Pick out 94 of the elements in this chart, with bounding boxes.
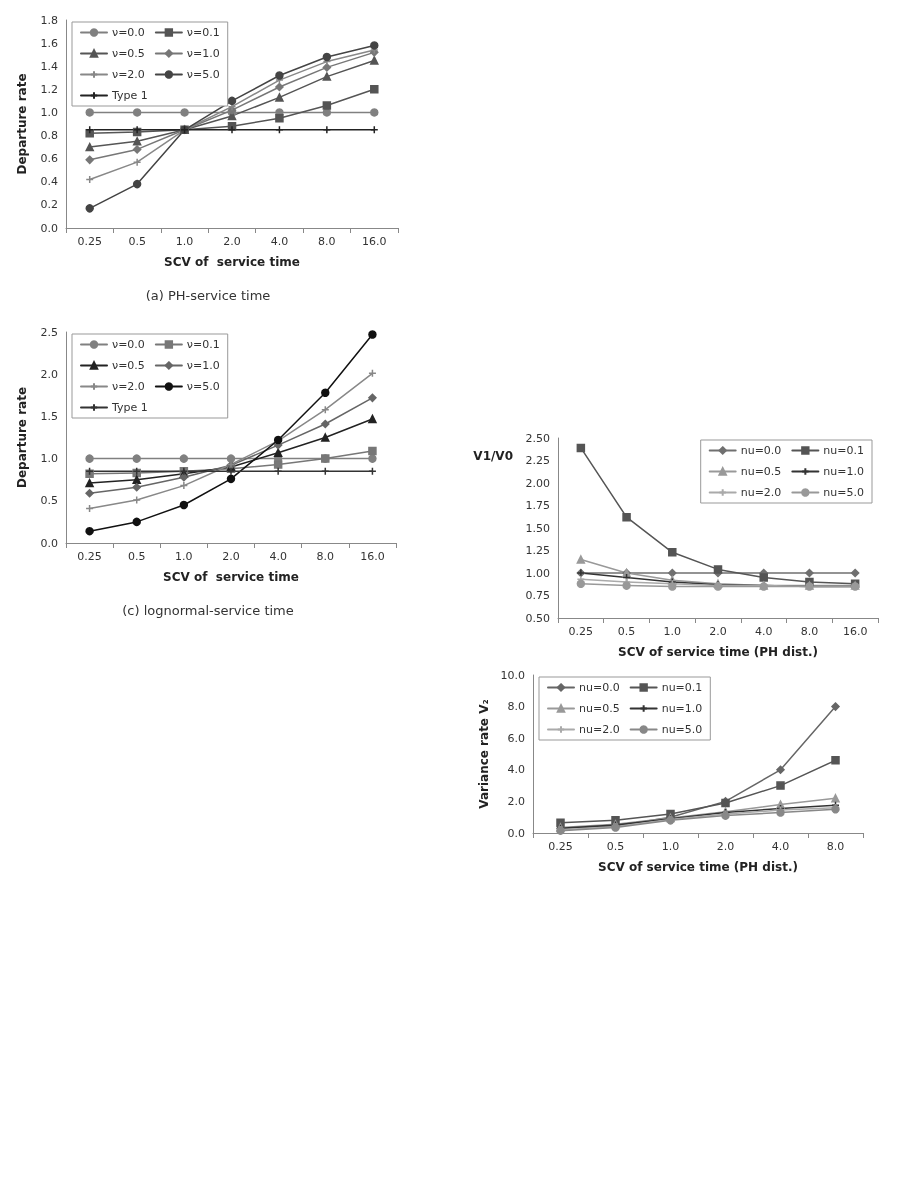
y-tick-label: 1.25 bbox=[525, 544, 550, 557]
legend-label: nu=2.0 bbox=[579, 723, 620, 736]
legend-label: ν=0.1 bbox=[186, 338, 220, 351]
x-tick-label: 0.25 bbox=[77, 235, 102, 248]
y-tick-label: 0.5 bbox=[40, 494, 58, 508]
x-axis-title: SCV of service time bbox=[164, 255, 300, 269]
y-tick-label: 10.0 bbox=[500, 668, 525, 682]
x-tick-label: 2.0 bbox=[709, 625, 727, 638]
x-tick-label: 0.5 bbox=[128, 235, 146, 248]
x-tick-label: 8.0 bbox=[800, 625, 819, 638]
x-tick-label: 2.0 bbox=[222, 550, 240, 563]
x-tick-label: 4.0 bbox=[269, 550, 287, 563]
legend-label: ν=0.0 bbox=[112, 26, 145, 39]
legend-label: ν=0.5 bbox=[112, 47, 145, 60]
y-tick-label: 1.5 bbox=[40, 409, 58, 423]
x-tick-label: 8.0 bbox=[318, 235, 336, 248]
legend-label: nu=2.0 bbox=[740, 486, 782, 499]
x-tick-label: 0.25 bbox=[77, 550, 102, 563]
x-tick-label: 2.0 bbox=[716, 840, 735, 853]
legend-label: ν=5.0 bbox=[186, 68, 220, 81]
x-tick-label: 4.0 bbox=[771, 840, 790, 853]
y-tick-label: 1.2 bbox=[40, 82, 58, 96]
y-tick-label: 6.0 bbox=[507, 731, 525, 745]
legend-label: nu=0.1 bbox=[823, 444, 864, 457]
x-tick-label: 8.0 bbox=[316, 550, 335, 563]
y-tick-label: 1.0 bbox=[40, 452, 58, 466]
y-tick-label: 2.0 bbox=[507, 794, 525, 808]
y-tick-label: 1.0 bbox=[40, 105, 58, 119]
legend-label: nu=0.1 bbox=[661, 681, 703, 694]
y-axis-title: V1/V0 bbox=[473, 449, 513, 463]
x-tick-label: 1.0 bbox=[175, 235, 194, 248]
legend-label: ν=5.0 bbox=[186, 380, 220, 393]
x-tick-label: 1.0 bbox=[663, 625, 682, 638]
y-axis-title: Variance rate V₂ bbox=[476, 699, 491, 809]
y-tick-label: 1.50 bbox=[525, 521, 550, 535]
legend-label: Type 1 bbox=[111, 401, 148, 414]
y-tick-label: 2.0 bbox=[40, 367, 58, 381]
legend-label: ν=2.0 bbox=[112, 68, 145, 81]
x-tick-label: 4.0 bbox=[754, 625, 773, 638]
legend-label: nu=0.5 bbox=[740, 465, 782, 478]
legend-label: nu=1.0 bbox=[823, 465, 864, 478]
y-tick-label: 2.50 bbox=[525, 431, 550, 445]
y-tick-label: 0.0 bbox=[40, 536, 58, 550]
y-tick-label: 8.0 bbox=[507, 700, 525, 714]
y-tick-label: 1.4 bbox=[40, 59, 58, 73]
y-tick-label: 1.8 bbox=[40, 13, 58, 27]
legend-label: nu=1.0 bbox=[661, 702, 703, 715]
x-axis-title: SCV of service time (PH dist.) bbox=[618, 645, 818, 659]
y-tick-label: 1.6 bbox=[40, 36, 58, 50]
text: (a) PH-service time bbox=[144, 288, 272, 303]
y-tick-label: 0.75 bbox=[525, 589, 550, 602]
y-tick-label: 2.5 bbox=[40, 325, 58, 339]
legend-label: nu=0.0 bbox=[740, 444, 782, 457]
legend-label: ν=0.5 bbox=[112, 359, 145, 372]
x-axis-title: SCV of service time bbox=[163, 570, 299, 584]
legend-label: Type 1 bbox=[111, 89, 148, 102]
y-axis-title: Departure rate bbox=[15, 386, 29, 489]
legend-label: ν=1.0 bbox=[186, 359, 220, 372]
x-tick-label: 0.5 bbox=[606, 840, 625, 853]
legend-label: ν=0.1 bbox=[186, 26, 220, 39]
y-tick-label: 0.50 bbox=[525, 611, 550, 625]
x-tick-label: 0.25 bbox=[548, 840, 573, 853]
legend-label: ν=0.0 bbox=[112, 338, 145, 351]
y-tick-label: 2.00 bbox=[525, 476, 550, 490]
y-tick-label: 2.25 bbox=[525, 454, 550, 467]
y-tick-label: 0.2 bbox=[40, 198, 58, 212]
y-tick-label: 0.0 bbox=[507, 826, 525, 840]
legend-label: nu=0.5 bbox=[579, 702, 620, 715]
y-tick-label: 4.0 bbox=[507, 763, 525, 777]
x-tick-label: 1.0 bbox=[661, 840, 680, 853]
x-tick-label: 2.0 bbox=[223, 235, 241, 248]
legend-label: ν=1.0 bbox=[186, 47, 220, 60]
y-tick-label: 0.4 bbox=[40, 175, 58, 189]
x-tick-label: 16.0 bbox=[362, 235, 387, 248]
x-tick-label: 0.25 bbox=[568, 625, 594, 638]
legend-label: nu=5.0 bbox=[661, 723, 703, 736]
y-tick-label: 0.0 bbox=[40, 221, 58, 235]
text: (c) lognormal-service time bbox=[121, 603, 295, 618]
x-tick-label: 4.0 bbox=[270, 235, 289, 248]
legend-label: nu=0.0 bbox=[579, 681, 620, 694]
x-tick-label: 8.0 bbox=[826, 840, 845, 853]
x-tick-label: 16.0 bbox=[842, 625, 868, 638]
legend-label: nu=5.0 bbox=[823, 486, 864, 499]
y-tick-label: 1.75 bbox=[525, 499, 550, 512]
x-tick-label: 0.5 bbox=[617, 625, 636, 638]
x-tick-label: 0.5 bbox=[127, 550, 146, 563]
y-tick-label: 1.00 bbox=[525, 566, 550, 580]
y-tick-label: 0.8 bbox=[40, 129, 58, 143]
y-axis-title: Departure rate bbox=[15, 73, 29, 175]
legend-label: ν=2.0 bbox=[112, 380, 145, 393]
x-tick-label: 16.0 bbox=[360, 550, 385, 563]
x-axis-title: SCV of service time (PH dist.) bbox=[598, 860, 798, 874]
y-tick-label: 0.6 bbox=[40, 152, 58, 166]
x-tick-label: 1.0 bbox=[175, 550, 193, 563]
